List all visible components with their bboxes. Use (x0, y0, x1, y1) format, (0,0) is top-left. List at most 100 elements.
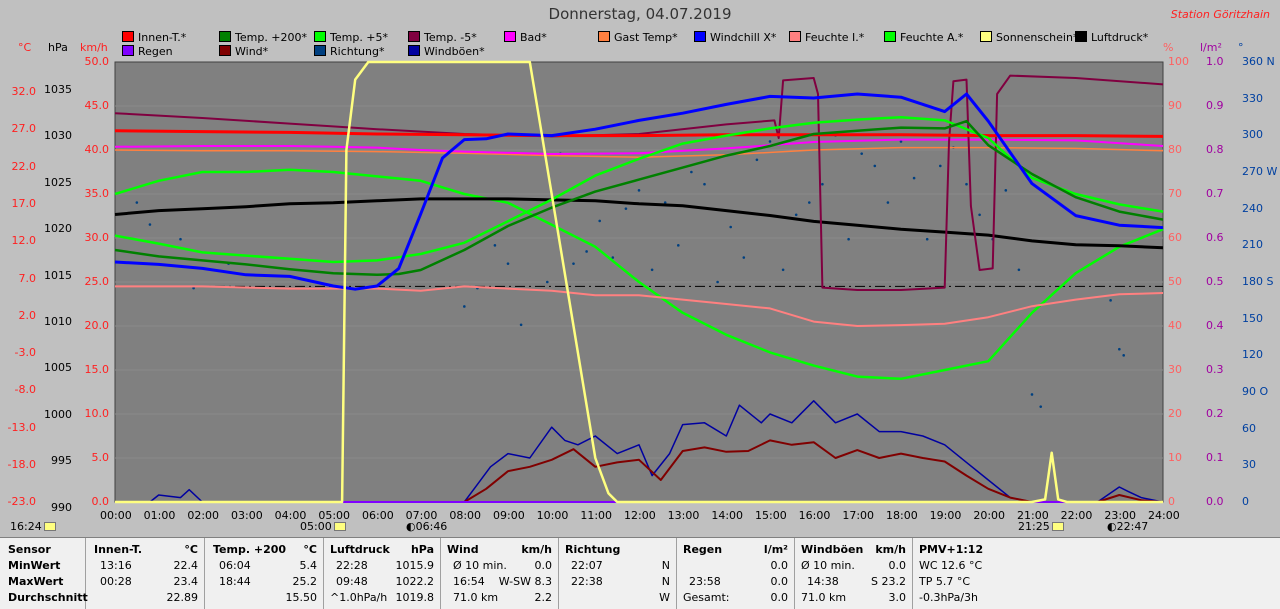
summary-cell: 22.89 (166, 591, 199, 604)
legend-swatch (789, 31, 801, 42)
summary-header: Sensor (8, 543, 51, 556)
summary-cell: 0.0 (770, 575, 789, 588)
summary-col-wind: Wind km/h Ø 10 min. 0.0 16:54 W-SW 8.3 7… (441, 538, 559, 609)
summary-col-innen: Innen-T. °C 13:16 22.4 00:28 23.4 22.89 (86, 538, 205, 609)
time-tick: 10:00 (536, 509, 569, 522)
pressure-tick: 1015 (44, 268, 72, 282)
direction-point (148, 223, 152, 226)
legend-label: Bad* (520, 31, 547, 44)
wind-tick: 30.0 (84, 231, 110, 244)
time-tick: 17:00 (842, 509, 875, 522)
humidity-tick: 20 (1168, 407, 1182, 420)
direction-point (690, 170, 693, 174)
direction-point (925, 237, 929, 241)
summary-unit: km/h (875, 543, 906, 556)
direction-point (1017, 268, 1021, 272)
rain-tick: 0.3 (1206, 363, 1224, 376)
time-tick: 15:00 (755, 509, 787, 522)
legend-swatch (219, 45, 231, 56)
humidity-tick: 70 (1168, 187, 1182, 200)
series-gast-temp (114, 146, 1164, 158)
series-bad (114, 138, 1164, 155)
chart-plot (114, 60, 1164, 504)
direction-point (677, 244, 680, 247)
time-tick: 13:00 (667, 509, 700, 522)
series-sonnenschein (115, 60, 1163, 504)
direction-point (179, 237, 182, 241)
summary-cell: 09:48 (336, 575, 368, 588)
summary-cell: 22:28 (336, 559, 368, 572)
rain-tick: 0.6 (1206, 231, 1224, 244)
legend-label: Feuchte A.* (900, 31, 964, 44)
legend-item: Innen-T.* (122, 31, 186, 44)
time-tick: 02:00 (187, 509, 220, 522)
humidity-tick: 90 (1168, 99, 1182, 112)
summary-cell: Ø 10 min. (801, 559, 855, 572)
time-tick: 16:00 (798, 509, 831, 522)
direction-point (546, 280, 549, 284)
summary-cell: 3.0 (888, 591, 907, 604)
summary-cell: 0.0 (770, 559, 789, 572)
summary-header: Innen-T. (94, 543, 143, 556)
series-windchill-x (114, 92, 1164, 291)
summary-cell: N (661, 575, 670, 588)
direction-tick: 180 S (1242, 275, 1274, 288)
wind-tick: 40.0 (84, 143, 110, 156)
summary-cell: 71.0 km (801, 591, 847, 604)
time-tick: 12:00 (624, 509, 656, 522)
direction-point (611, 256, 615, 259)
legend-swatch (122, 31, 134, 42)
legend-label: Wind* (235, 45, 269, 58)
legend-label: Innen-T.* (138, 31, 187, 44)
humidity-tick: 10 (1168, 451, 1182, 464)
direction-point (493, 244, 497, 247)
direction-tick: 90 O (1242, 385, 1269, 398)
legend-item: Richtung* (314, 45, 384, 58)
rain-tick: 0.5 (1206, 275, 1224, 288)
direction-point (912, 176, 916, 180)
summary-unit: l/m² (763, 543, 788, 556)
humidity-tick: 50 (1168, 275, 1182, 288)
summary-col-temp200: Temp. +200 °C 06:04 5.4 18:44 25.2 15.50 (205, 538, 324, 609)
summary-col-pmv: PMV+1:12 WC 12.6 °C TP 5.7 °C -0.3hPa/3h (913, 538, 1033, 609)
pressure-tick: 1000 (44, 407, 72, 421)
direction-point (899, 140, 903, 143)
rain-tick: 1.0 (1206, 55, 1224, 68)
direction-tick: 330 (1242, 91, 1263, 105)
direction-point (965, 182, 968, 186)
direction-point (821, 182, 824, 186)
temp-tick: -8.0 (14, 383, 36, 397)
summary-cell: 25.2 (292, 575, 318, 588)
series-feuchte-i (115, 285, 1164, 327)
legend-swatch (219, 31, 231, 42)
legend-swatch (1075, 31, 1087, 42)
summary-cell: 1015.9 (395, 559, 435, 572)
legend-label: Gast Temp* (614, 31, 678, 44)
summary-cell: 15.50 (285, 591, 318, 604)
wind-tick: 5.0 (91, 451, 110, 464)
wind-tick: 35.0 (84, 187, 110, 200)
direction-point (703, 182, 706, 186)
temp-tick: -23.0 (7, 495, 36, 509)
direction-point (1039, 405, 1043, 408)
legend-swatch (980, 31, 992, 42)
temp-tick: -3.0 (14, 346, 36, 360)
summary-cell: 00:28 (100, 575, 132, 588)
summary-header: Regen (683, 543, 723, 556)
pressure-unit: hPa (48, 41, 68, 54)
summary-cell: S 23.2 (871, 575, 906, 588)
summary-cell: 22.4 (173, 559, 199, 572)
summary-header: Wind (447, 543, 479, 556)
legend-label: Richtung* (330, 45, 385, 58)
summary-cell: W (659, 591, 670, 604)
time-tick: 05:00 (318, 509, 351, 522)
summary-cell: 13:16 (100, 559, 132, 572)
summary-unit: km/h (521, 543, 552, 556)
summary-cell: -0.3hPa/3h (919, 591, 978, 604)
direction-point (781, 268, 785, 272)
legend-item: Temp. +200* (219, 31, 307, 44)
summary-header: Temp. +200 (213, 543, 287, 556)
pressure-tick: 1035 (44, 83, 72, 96)
summary-header: PMV+1:12 (919, 543, 984, 556)
legend-label: Windböen* (424, 45, 485, 58)
